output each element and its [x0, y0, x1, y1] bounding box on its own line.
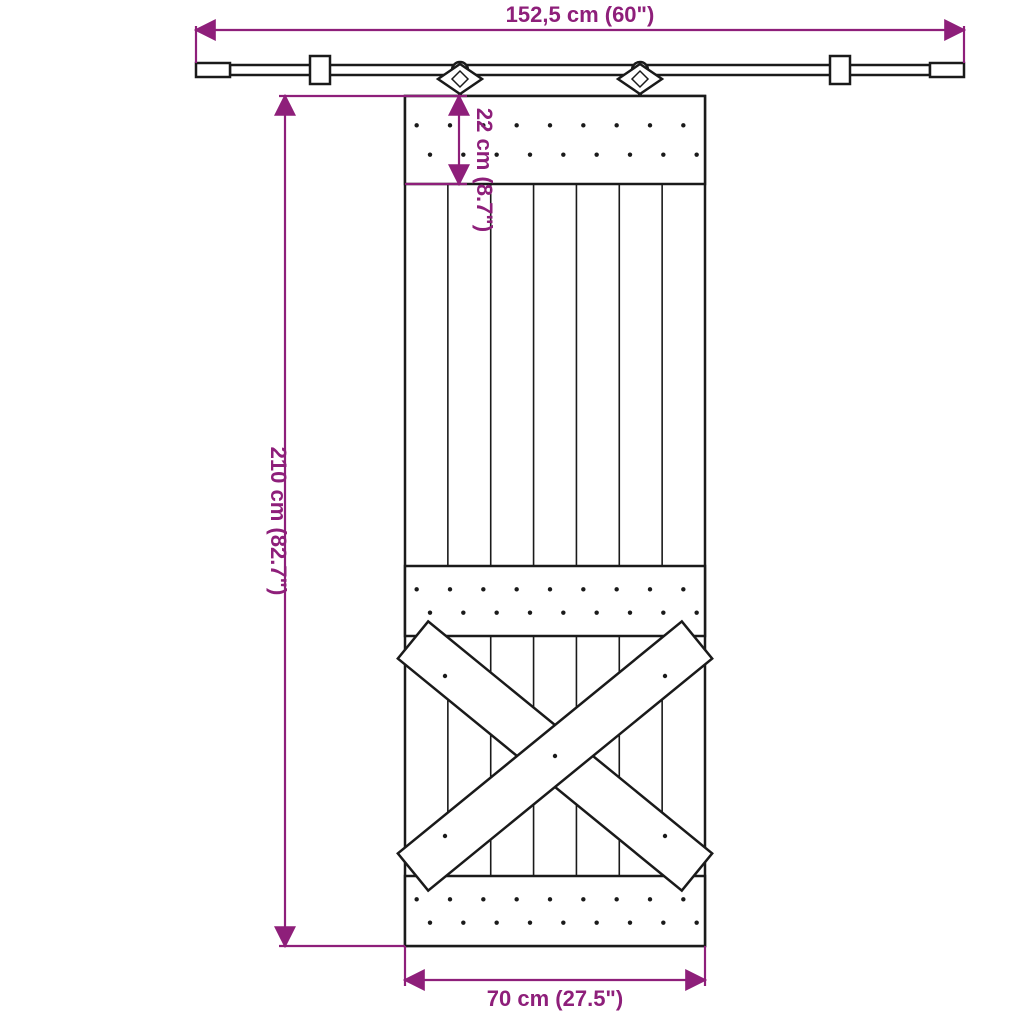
dim-top-band: 22 cm (8.7"): [472, 108, 497, 232]
dim-door-height: 210 cm (82.7"): [266, 447, 291, 596]
rail-endcap: [930, 63, 964, 77]
dim-door-width: 70 cm (27.5"): [487, 986, 623, 1011]
dim-rail-width: 152,5 cm (60"): [506, 2, 655, 27]
rail-endcap: [196, 63, 230, 77]
dimension-diagram: 152,5 cm (60") 22 cm (8.7") 210 cm (82.7")…: [0, 0, 1024, 1024]
bottom-band: [405, 876, 705, 946]
mid-band: [405, 566, 705, 636]
rail-bar: [230, 65, 930, 75]
top-band: [405, 96, 705, 184]
barn-door: [398, 96, 712, 946]
rail-bracket: [830, 56, 850, 84]
rail-bracket: [310, 56, 330, 84]
